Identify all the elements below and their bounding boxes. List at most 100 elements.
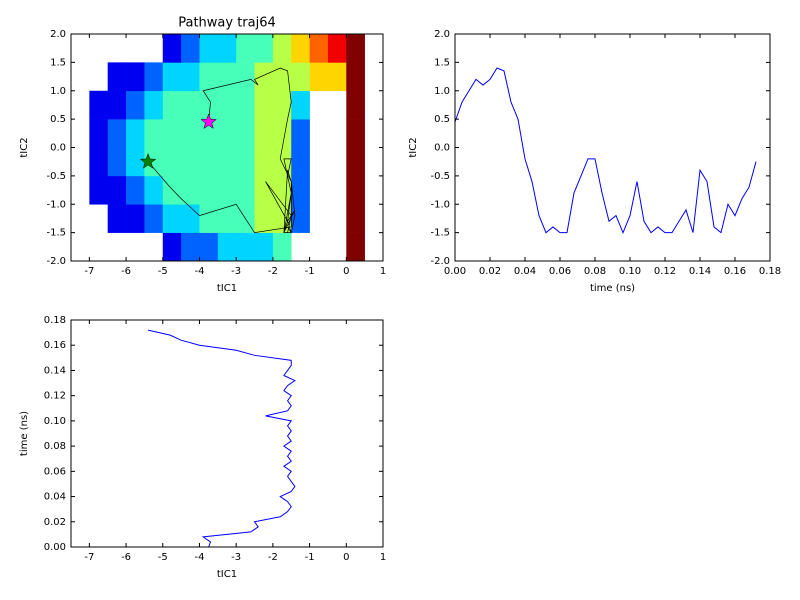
heatmap-cell: [236, 147, 255, 177]
x-tick-label: 0.00: [444, 266, 466, 277]
heatmap-cell: [272, 34, 292, 63]
heatmap-cell: [236, 232, 255, 261]
heatmap-cell: [236, 34, 255, 63]
heatmap-cell: [217, 34, 237, 63]
y-tick-label: 1.5: [434, 57, 450, 68]
y-tick-label: 0.18: [44, 315, 66, 326]
x-tick-label: 0: [343, 552, 349, 563]
axes-frame: [70, 319, 384, 548]
heatmap-cell: [272, 119, 292, 148]
y-tick-label: -1.0: [46, 199, 66, 210]
heatmap-cell: [217, 175, 237, 205]
heatmap-cell: [199, 204, 219, 233]
heatmap-cell: [144, 90, 164, 120]
heatmap-cell: [199, 34, 219, 63]
heatmap-cell: [89, 147, 109, 177]
heatmap-cell: [254, 119, 274, 148]
heatmap-cell: [107, 90, 127, 120]
y-tick-label: 1.5: [50, 57, 66, 68]
y-tick-label: -1.5: [46, 228, 66, 239]
heatmap-cell: [346, 147, 365, 177]
y-tick-label: 0.08: [44, 441, 66, 452]
y-tick-label: 0.04: [44, 492, 66, 503]
heatmap-cell: [346, 232, 365, 261]
x-tick-label: -7: [84, 552, 94, 563]
heatmap-cell: [327, 62, 347, 92]
chart-title: Pathway traj64: [178, 16, 276, 31]
plot-area: [147, 329, 296, 547]
end-marker: [139, 152, 157, 169]
heatmap-cell: [107, 175, 127, 205]
heatmap-cell: [272, 90, 292, 120]
y-tick-label: 1.0: [50, 86, 66, 97]
heatmap-cell: [199, 147, 219, 177]
y-tick-label: 0.5: [434, 114, 450, 125]
heatmap-cell: [199, 119, 219, 148]
x-tick-label: 0.04: [514, 266, 536, 277]
line: [455, 67, 757, 234]
heatmap-cell: [217, 90, 237, 120]
heatmap-cell: [254, 62, 274, 92]
x-axis-label: tIC1: [217, 283, 237, 294]
heatmap-cell: [199, 90, 219, 120]
y-tick-label: -1.0: [430, 199, 450, 210]
y-tick-label: 1.0: [434, 86, 450, 97]
x-tick-label: -6: [121, 266, 131, 277]
heatmap-cell: [107, 147, 127, 177]
heatmap-cell: [217, 147, 237, 177]
line: [147, 329, 296, 547]
heatmap-cell: [181, 34, 200, 63]
x-tick-label: 0.18: [759, 266, 781, 277]
x-tick-label: -7: [84, 266, 94, 277]
x-tick-label: -1: [305, 552, 315, 563]
y-tick-label: 0.5: [50, 114, 66, 125]
heatmap-cell: [346, 204, 365, 233]
heatmap-cell: [89, 175, 109, 205]
y-tick-label: -0.5: [430, 171, 450, 182]
heatmap-cell: [126, 175, 145, 205]
heatmap-cell: [162, 175, 182, 205]
x-tick-label: -1: [305, 266, 315, 277]
heatmap-cell: [291, 90, 310, 120]
heatmap-cell: [291, 119, 310, 148]
heatmap-cell: [144, 175, 164, 205]
heatmap-cell: [144, 204, 164, 233]
heatmap-cell: [199, 175, 219, 205]
x-tick-label: -2: [268, 552, 278, 563]
heatmap-cell: [217, 204, 237, 233]
plot-area: [89, 34, 365, 261]
heatmap-cell: [107, 62, 127, 92]
x-tick-label: 0.16: [724, 266, 746, 277]
x-tick-label: -4: [194, 552, 204, 563]
heatmap-cell: [346, 62, 365, 92]
x-tick-label: 0.08: [584, 266, 606, 277]
heatmap-cell: [291, 175, 310, 205]
heatmap-cell: [236, 90, 255, 120]
heatmap-cell: [181, 175, 200, 205]
heatmap-cell: [254, 175, 274, 205]
x-tick-label: -6: [121, 552, 131, 563]
start-marker: [200, 113, 217, 130]
heatmap-cell: [254, 147, 274, 177]
heatmap-cell: [254, 90, 274, 120]
heatmap-cell: [291, 204, 310, 233]
y-tick-label: -2.0: [430, 256, 450, 267]
heatmap-cell: [346, 119, 365, 148]
x-tick-label: 1: [380, 552, 386, 563]
y-tick-label: 2.0: [50, 29, 66, 40]
heatmap-cell: [254, 204, 274, 233]
x-tick-label: 0.06: [549, 266, 571, 277]
heatmap-cell: [291, 62, 310, 92]
x-tick-label: -5: [158, 552, 168, 563]
x-tick-label: 0.10: [619, 266, 641, 277]
heatmap-cell: [181, 90, 200, 120]
heatmap-cell: [346, 90, 365, 120]
heatmap-cell: [162, 204, 182, 233]
y-tick-label: 0.00: [44, 542, 66, 553]
heatmap-cell: [199, 232, 219, 261]
y-tick-label: -2.0: [46, 256, 66, 267]
x-tick-label: 1: [380, 266, 386, 277]
heatmap-cell: [236, 62, 255, 92]
x-tick-label: 0.02: [479, 266, 501, 277]
